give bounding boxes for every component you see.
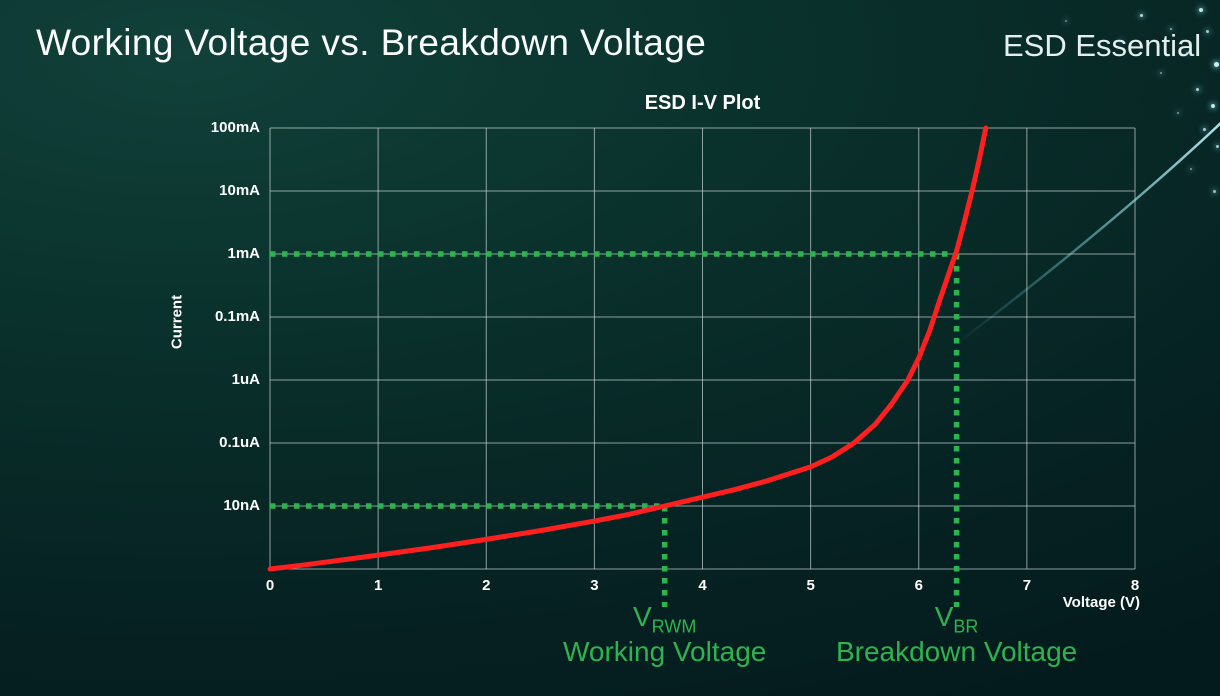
x-tick-label: 8 xyxy=(1130,577,1140,594)
vrwm-label: VRWM xyxy=(633,601,696,638)
y-tick-label: 0.1mA xyxy=(214,308,260,325)
y-tick-label: 10nA xyxy=(223,497,260,514)
y-tick-label: 10mA xyxy=(219,182,260,199)
vbr-label-sub: BR xyxy=(953,616,979,637)
vbr-label: VBR xyxy=(935,601,979,638)
y-tick-label: 1mA xyxy=(227,245,260,262)
y-tick-label: 0.1uA xyxy=(219,434,260,451)
x-tick-label: 7 xyxy=(1022,577,1032,594)
breakdown-voltage-caption: Breakdown Voltage xyxy=(835,636,1078,667)
vbr-label-main: V xyxy=(934,601,954,632)
x-tick-label: 1 xyxy=(373,577,383,594)
x-tick-label: 0 xyxy=(265,577,275,594)
working-voltage-caption: Working Voltage xyxy=(562,636,767,667)
vrwm-label-main: V xyxy=(632,601,652,632)
x-tick-label: 2 xyxy=(482,577,491,594)
vrwm-label-sub: RWM xyxy=(651,616,697,637)
y-tick-label: 1uA xyxy=(231,371,260,388)
x-axis-label: Voltage (V) xyxy=(1062,594,1140,611)
x-tick-label: 5 xyxy=(806,577,815,594)
x-tick-label: 4 xyxy=(698,577,707,594)
chart-title: ESD I-V Plot xyxy=(644,92,761,114)
y-tick-label: 100mA xyxy=(210,119,260,136)
page-title: Working Voltage vs. Breakdown Voltage xyxy=(36,22,707,63)
brand-text: ESD Essential xyxy=(1003,28,1202,63)
x-tick-label: 6 xyxy=(914,577,923,594)
x-tick-label: 3 xyxy=(590,577,599,594)
